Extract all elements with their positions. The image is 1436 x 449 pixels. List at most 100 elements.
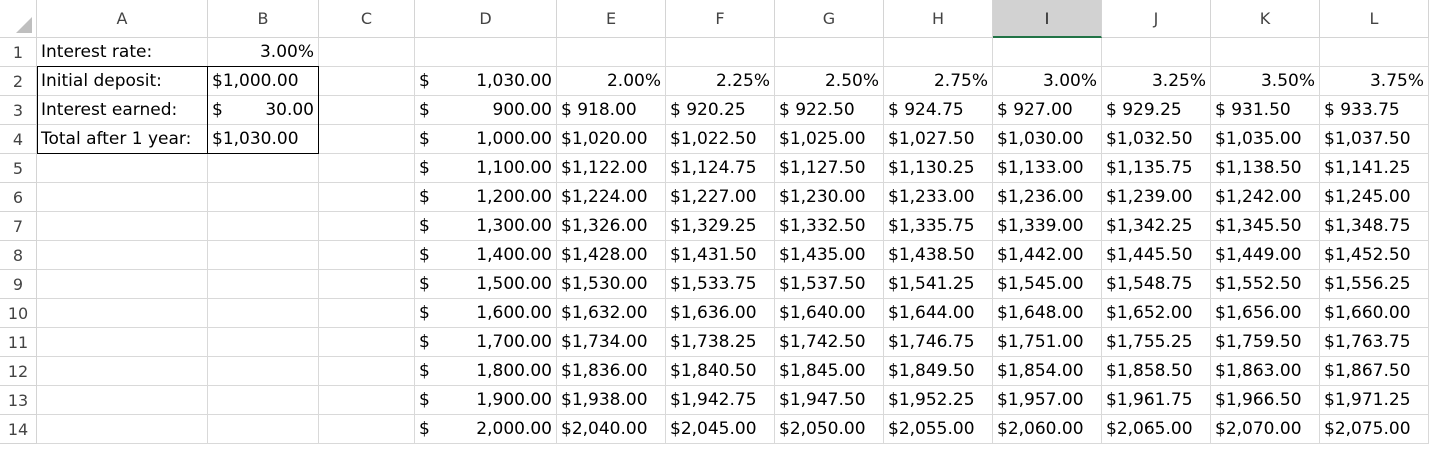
cell-h8[interactable]: $1,438.50 [884,241,993,270]
cell-k6[interactable]: $1,242.00 [1211,183,1320,212]
cell-b13[interactable] [208,386,319,415]
cell-k5[interactable]: $1,138.50 [1211,154,1320,183]
cell-a13[interactable] [37,386,208,415]
cell-h12[interactable]: $1,849.50 [884,357,993,386]
cell-d14[interactable]: $2,000.00 [415,415,557,444]
cell-l13[interactable]: $1,971.25 [1320,386,1429,415]
cell-b12[interactable] [208,357,319,386]
column-header-f[interactable]: F [666,0,775,38]
cell-f3[interactable]: $ 920.25 [666,96,775,125]
cell-j3[interactable]: $ 929.25 [1102,96,1211,125]
cell-b1[interactable]: 3.00% [208,38,319,67]
cell-c8[interactable] [319,241,415,270]
row-header-10[interactable]: 10 [0,299,37,328]
cell-i13[interactable]: $1,957.00 [993,386,1102,415]
cell-a8[interactable] [37,241,208,270]
cell-e14[interactable]: $2,040.00 [557,415,666,444]
cell-h9[interactable]: $1,541.25 [884,270,993,299]
cell-i9[interactable]: $1,545.00 [993,270,1102,299]
cell-h2[interactable]: 2.75% [884,67,993,96]
cell-f11[interactable]: $1,738.25 [666,328,775,357]
cell-g13[interactable]: $1,947.50 [775,386,884,415]
cell-l3[interactable]: $ 933.75 [1320,96,1429,125]
cell-a5[interactable] [37,154,208,183]
cell-f4[interactable]: $1,022.50 [666,125,775,154]
cell-h11[interactable]: $1,746.75 [884,328,993,357]
cell-h13[interactable]: $1,952.25 [884,386,993,415]
cell-k13[interactable]: $1,966.50 [1211,386,1320,415]
cell-i3[interactable]: $ 927.00 [993,96,1102,125]
cell-j4[interactable]: $1,032.50 [1102,125,1211,154]
cell-b11[interactable] [208,328,319,357]
cell-i6[interactable]: $1,236.00 [993,183,1102,212]
cell-l10[interactable]: $1,660.00 [1320,299,1429,328]
cell-a4[interactable]: Total after 1 year: [37,125,208,154]
cell-g5[interactable]: $1,127.50 [775,154,884,183]
cell-d9[interactable]: $1,500.00 [415,270,557,299]
cell-h7[interactable]: $1,335.75 [884,212,993,241]
cell-d7[interactable]: $1,300.00 [415,212,557,241]
cell-c10[interactable] [319,299,415,328]
cell-c12[interactable] [319,357,415,386]
cell-d5[interactable]: $1,100.00 [415,154,557,183]
cell-c1[interactable] [319,38,415,67]
select-all-corner[interactable] [0,0,37,38]
cell-c5[interactable] [319,154,415,183]
cell-k2[interactable]: 3.50% [1211,67,1320,96]
cell-e8[interactable]: $1,428.00 [557,241,666,270]
cell-l5[interactable]: $1,141.25 [1320,154,1429,183]
cell-e7[interactable]: $1,326.00 [557,212,666,241]
cell-f12[interactable]: $1,840.50 [666,357,775,386]
cell-f7[interactable]: $1,329.25 [666,212,775,241]
cell-g3[interactable]: $ 922.50 [775,96,884,125]
cell-e2[interactable]: 2.00% [557,67,666,96]
cell-j11[interactable]: $1,755.25 [1102,328,1211,357]
cell-i11[interactable]: $1,751.00 [993,328,1102,357]
cell-a2[interactable]: Initial deposit: [37,67,208,96]
cell-d12[interactable]: $1,800.00 [415,357,557,386]
cell-a11[interactable] [37,328,208,357]
cell-b5[interactable] [208,154,319,183]
cell-h4[interactable]: $1,027.50 [884,125,993,154]
cell-e9[interactable]: $1,530.00 [557,270,666,299]
cell-d10[interactable]: $1,600.00 [415,299,557,328]
cell-l1[interactable] [1320,38,1429,67]
cell-i1[interactable] [993,38,1102,67]
cell-l12[interactable]: $1,867.50 [1320,357,1429,386]
cell-k14[interactable]: $2,070.00 [1211,415,1320,444]
cell-k4[interactable]: $1,035.00 [1211,125,1320,154]
cell-l2[interactable]: 3.75% [1320,67,1429,96]
column-header-k[interactable]: K [1211,0,1320,38]
row-header-14[interactable]: 14 [0,415,37,444]
cell-b2[interactable]: $1,000.00 [208,67,319,96]
row-header-3[interactable]: 3 [0,96,37,125]
cell-j13[interactable]: $1,961.75 [1102,386,1211,415]
cell-f13[interactable]: $1,942.75 [666,386,775,415]
cell-l4[interactable]: $1,037.50 [1320,125,1429,154]
cell-k12[interactable]: $1,863.00 [1211,357,1320,386]
cell-e1[interactable] [557,38,666,67]
cell-g4[interactable]: $1,025.00 [775,125,884,154]
cell-d6[interactable]: $1,200.00 [415,183,557,212]
row-header-11[interactable]: 11 [0,328,37,357]
cell-f1[interactable] [666,38,775,67]
row-header-13[interactable]: 13 [0,386,37,415]
cell-b9[interactable] [208,270,319,299]
column-header-l[interactable]: L [1320,0,1429,38]
cell-j14[interactable]: $2,065.00 [1102,415,1211,444]
cell-k8[interactable]: $1,449.00 [1211,241,1320,270]
cell-h3[interactable]: $ 924.75 [884,96,993,125]
row-header-8[interactable]: 8 [0,241,37,270]
cell-a12[interactable] [37,357,208,386]
cell-j2[interactable]: 3.25% [1102,67,1211,96]
column-header-h[interactable]: H [884,0,993,38]
row-header-2[interactable]: 2 [0,67,37,96]
cell-a14[interactable] [37,415,208,444]
cell-d2[interactable]: $1,030.00 [415,67,557,96]
cell-d3[interactable]: $900.00 [415,96,557,125]
cell-c7[interactable] [319,212,415,241]
cell-i7[interactable]: $1,339.00 [993,212,1102,241]
cell-b10[interactable] [208,299,319,328]
cell-i14[interactable]: $2,060.00 [993,415,1102,444]
cell-d4[interactable]: $1,000.00 [415,125,557,154]
